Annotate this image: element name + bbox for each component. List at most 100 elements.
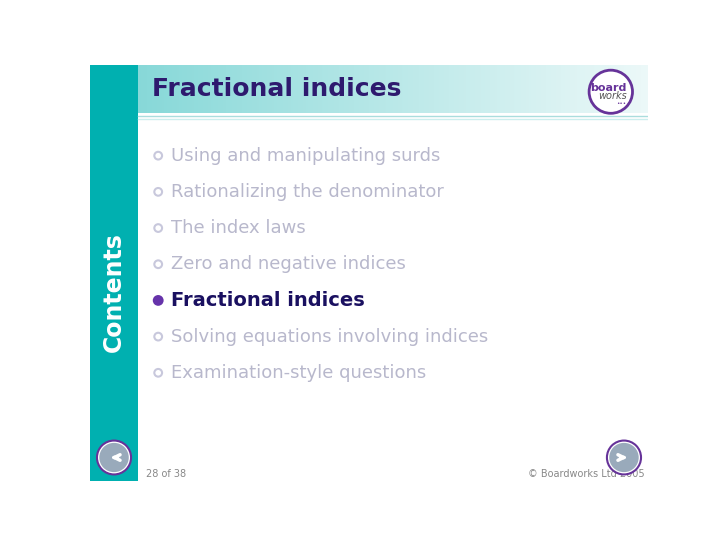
Bar (138, 65, 140, 112)
Bar (155, 65, 157, 112)
Bar (572, 65, 573, 112)
Bar (612, 65, 614, 112)
Bar (252, 65, 253, 112)
Bar (604, 65, 606, 112)
Bar (293, 65, 294, 112)
Bar (274, 65, 276, 112)
Bar (342, 65, 343, 112)
Bar (544, 65, 546, 112)
Bar (599, 65, 600, 112)
Bar (553, 65, 554, 112)
Bar (577, 65, 578, 112)
Bar (513, 65, 516, 112)
Text: Zero and negative indices: Zero and negative indices (171, 255, 406, 273)
Bar (140, 65, 141, 112)
Bar (166, 65, 167, 112)
Bar (580, 65, 582, 112)
Bar (186, 65, 187, 112)
Circle shape (97, 441, 131, 475)
Bar (225, 65, 227, 112)
Bar (325, 65, 327, 112)
Bar (642, 65, 643, 112)
Bar (427, 65, 428, 112)
Bar (527, 65, 529, 112)
Bar (395, 65, 397, 112)
Bar (468, 65, 469, 112)
Circle shape (154, 152, 162, 159)
Bar (245, 65, 247, 112)
Bar (587, 65, 588, 112)
Bar (153, 65, 155, 112)
Bar (305, 65, 306, 112)
Text: Using and manipulating surds: Using and manipulating surds (171, 147, 441, 165)
Bar (452, 65, 454, 112)
Bar (585, 65, 587, 112)
Bar (286, 65, 287, 112)
Bar (167, 65, 168, 112)
Bar (301, 65, 303, 112)
Bar (402, 65, 403, 112)
Bar (306, 65, 308, 112)
Bar (243, 65, 245, 112)
Bar (477, 65, 478, 112)
Bar (439, 65, 441, 112)
Bar (563, 65, 564, 112)
Bar (557, 65, 558, 112)
Bar (418, 65, 420, 112)
Bar (343, 65, 346, 112)
Bar (366, 65, 367, 112)
Bar (423, 65, 426, 112)
Bar (623, 65, 624, 112)
Bar (618, 65, 619, 112)
Text: board: board (590, 83, 626, 93)
Bar (575, 65, 577, 112)
Bar (543, 65, 544, 112)
Bar (147, 65, 148, 112)
Bar (267, 65, 269, 112)
Bar (233, 65, 235, 112)
Circle shape (154, 188, 162, 195)
Circle shape (153, 295, 163, 306)
Bar (357, 65, 359, 112)
Bar (502, 65, 503, 112)
Bar (371, 65, 373, 112)
Bar (451, 65, 452, 112)
Bar (211, 65, 213, 112)
Bar (614, 65, 616, 112)
Bar (277, 65, 279, 112)
Bar (624, 65, 626, 112)
Bar (461, 65, 463, 112)
Bar (177, 65, 179, 112)
Bar (570, 65, 572, 112)
Text: Contents: Contents (102, 232, 126, 352)
Bar (471, 65, 473, 112)
Bar (218, 65, 220, 112)
Bar (437, 65, 439, 112)
Bar (230, 65, 232, 112)
Bar (463, 65, 464, 112)
Bar (148, 65, 150, 112)
Bar (420, 65, 422, 112)
Bar (536, 65, 538, 112)
Bar (364, 65, 366, 112)
Bar (493, 65, 495, 112)
Bar (310, 65, 312, 112)
Bar (464, 65, 466, 112)
Bar (417, 65, 418, 112)
Bar (378, 65, 379, 112)
Bar (337, 65, 338, 112)
Bar (507, 65, 508, 112)
Bar (384, 65, 386, 112)
Bar (466, 65, 468, 112)
Bar (488, 65, 490, 112)
Bar (415, 65, 417, 112)
Bar (238, 65, 240, 112)
Bar (362, 65, 364, 112)
Bar (400, 65, 402, 112)
Text: •••: ••• (616, 101, 626, 106)
Bar (271, 65, 272, 112)
Bar (150, 65, 152, 112)
Bar (182, 65, 184, 112)
Bar (251, 65, 252, 112)
Bar (143, 65, 145, 112)
